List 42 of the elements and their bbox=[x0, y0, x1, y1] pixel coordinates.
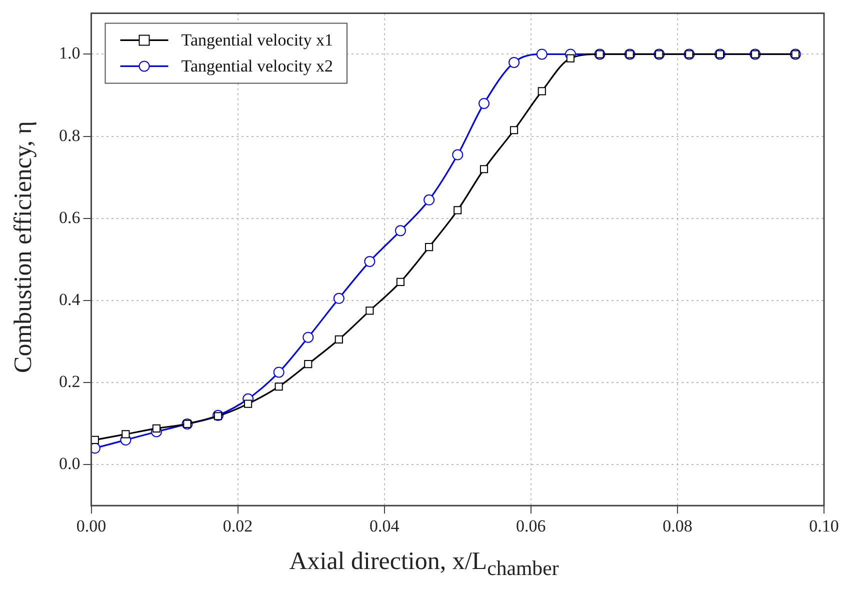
point bbox=[244, 400, 252, 408]
point bbox=[364, 256, 376, 267]
x-tick-label: 0.02 bbox=[222, 516, 253, 536]
x-tick-label: 0.10 bbox=[809, 516, 839, 536]
y-tick-label: 0.4 bbox=[59, 290, 81, 309]
point bbox=[304, 360, 312, 368]
point bbox=[566, 54, 575, 62]
point bbox=[91, 436, 99, 444]
point bbox=[480, 165, 488, 174]
point bbox=[510, 126, 518, 134]
point bbox=[302, 332, 314, 343]
legend-label: Tangential velocity x1 bbox=[181, 30, 334, 50]
y-tick-label: 0.8 bbox=[59, 126, 80, 145]
x-axis-title: Axial direction, x/L$_{chamber}$ bbox=[288, 548, 560, 581]
y-axis-title: Combustion efficiency, η bbox=[10, 121, 38, 373]
point bbox=[334, 335, 343, 344]
y-tick-label: 0.0 bbox=[59, 454, 80, 474]
point bbox=[538, 87, 546, 96]
point bbox=[452, 149, 464, 160]
point bbox=[333, 292, 344, 304]
point bbox=[424, 194, 435, 206]
point bbox=[274, 382, 283, 391]
legend-label: Tangential velocity x2 bbox=[181, 56, 334, 76]
x-tick-label: 0.04 bbox=[369, 516, 400, 536]
x-tick-label: 0.08 bbox=[662, 516, 692, 536]
x-tick-label: 0.00 bbox=[76, 516, 106, 536]
point bbox=[478, 98, 490, 109]
y-tick-label: 1.0 bbox=[59, 44, 80, 63]
point bbox=[536, 48, 548, 60]
point bbox=[122, 430, 130, 438]
point bbox=[394, 225, 406, 236]
point bbox=[425, 243, 434, 252]
point bbox=[454, 206, 462, 214]
point bbox=[273, 366, 284, 378]
point bbox=[152, 424, 160, 432]
x-tick-label: 0.06 bbox=[516, 516, 546, 536]
point bbox=[214, 412, 222, 420]
point bbox=[508, 56, 520, 68]
y-tick-label: 0.6 bbox=[59, 208, 80, 227]
point bbox=[396, 278, 405, 286]
point bbox=[366, 306, 374, 315]
y-tick-label: 0.2 bbox=[59, 372, 80, 391]
